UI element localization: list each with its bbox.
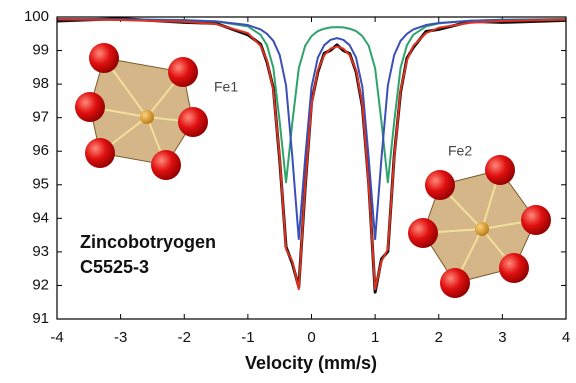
y-tick-label: 95 <box>32 176 49 193</box>
annotation: Fe2 <box>448 143 472 159</box>
y-tick-label: 96 <box>32 142 49 159</box>
fe1-structure <box>75 43 208 180</box>
annotation: Fe1 <box>214 79 238 95</box>
x-tick-label: -4 <box>50 329 63 346</box>
x-axis-title: Velocity (mm/s) <box>245 353 377 373</box>
x-tick-label: -1 <box>241 329 254 346</box>
y-tick-label: 98 <box>32 75 49 92</box>
y-tick-label: 92 <box>32 276 49 293</box>
x-tick-label: 4 <box>562 329 570 346</box>
fe2-structure <box>408 155 551 298</box>
x-tick-label: -3 <box>114 329 127 346</box>
y-tick-label: 91 <box>32 310 49 327</box>
chart: 91 92 93 94 95 96 97 98 99 100 -4 -3 -2 -1 0 1 2 3 4 Fe1 F… <box>0 0 576 383</box>
y-tick-label: 100 <box>24 8 49 25</box>
y-tick-label: 94 <box>32 209 49 226</box>
y-tick-label: 99 <box>32 42 49 59</box>
page: {"chart_data": {"type": "line", "x_label… <box>0 0 576 383</box>
y-tick-label: 93 <box>32 243 49 260</box>
annotation: Zincobotryogen <box>80 232 216 252</box>
x-tick-label: 3 <box>498 329 506 346</box>
x-tick-label: 2 <box>435 329 443 346</box>
x-tick-label: 1 <box>371 329 379 346</box>
y-tick-label: 97 <box>32 109 49 126</box>
x-tick-label: 0 <box>307 329 315 346</box>
x-tick-label: -2 <box>178 329 191 346</box>
annotation: C5525-3 <box>80 257 149 277</box>
